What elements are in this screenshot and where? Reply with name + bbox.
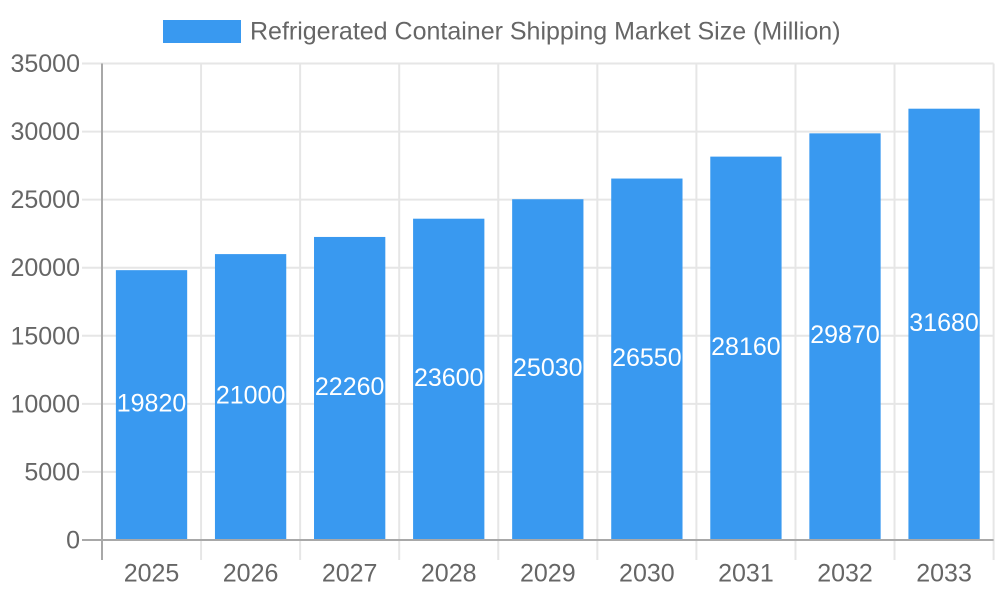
svg-text:20000: 20000 — [10, 254, 80, 282]
svg-text:2032: 2032 — [817, 560, 873, 588]
svg-text:30000: 30000 — [10, 118, 80, 146]
svg-text:2026: 2026 — [223, 560, 279, 588]
svg-text:28160: 28160 — [711, 333, 781, 361]
svg-text:2033: 2033 — [916, 560, 972, 588]
svg-text:19820: 19820 — [117, 390, 187, 418]
svg-text:2028: 2028 — [421, 560, 477, 588]
svg-text:0: 0 — [66, 527, 80, 555]
svg-text:31680: 31680 — [909, 309, 979, 337]
svg-text:15000: 15000 — [10, 322, 80, 350]
svg-text:25030: 25030 — [513, 354, 583, 382]
svg-text:2030: 2030 — [619, 560, 675, 588]
svg-text:26550: 26550 — [612, 344, 682, 372]
svg-text:Refrigerated Container Shippin: Refrigerated Container Shipping Market S… — [250, 18, 841, 46]
svg-text:35000: 35000 — [10, 50, 80, 78]
svg-text:21000: 21000 — [216, 382, 286, 410]
svg-text:5000: 5000 — [24, 458, 80, 486]
svg-text:10000: 10000 — [10, 390, 80, 418]
svg-text:25000: 25000 — [10, 186, 80, 214]
svg-text:29870: 29870 — [810, 321, 880, 349]
svg-text:22260: 22260 — [315, 373, 385, 401]
svg-text:2025: 2025 — [124, 560, 180, 588]
svg-text:2029: 2029 — [520, 560, 576, 588]
svg-text:2031: 2031 — [718, 560, 774, 588]
svg-text:23600: 23600 — [414, 364, 484, 392]
svg-text:2027: 2027 — [322, 560, 378, 588]
